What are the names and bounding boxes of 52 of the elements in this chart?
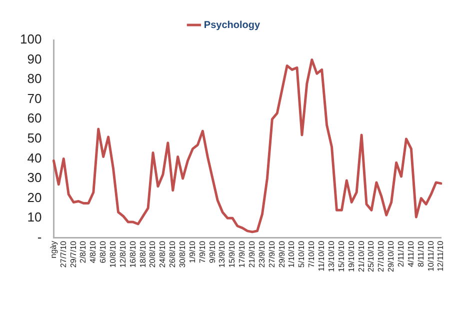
y-tick-label: 10 xyxy=(27,210,42,225)
x-tick-label: 1/10/10 xyxy=(287,240,296,268)
x-tick-label: 4/11/10 xyxy=(406,240,416,267)
x-tick-label: 29/9/10 xyxy=(277,240,286,268)
x-tick-label: 7/10/10 xyxy=(307,240,316,268)
x-tick-label: 24/8/10 xyxy=(158,240,168,268)
x-tick-label: 1/9/10 xyxy=(188,240,197,264)
x-tick-label: 15/9/10 xyxy=(228,240,237,268)
x-tick-label: 23/9/10 xyxy=(257,240,266,268)
x-tick-label: 27/10/10 xyxy=(376,240,386,272)
x-tick-label: 12/8/10 xyxy=(118,240,128,268)
y-tick-label: 20 xyxy=(27,190,42,205)
x-tick-label: 18/8/10 xyxy=(138,240,148,268)
x-tick-label: 29/7/10 xyxy=(68,240,78,268)
x-tick-label: 19/10/10 xyxy=(346,240,356,272)
x-tick-label: 26/8/10 xyxy=(168,240,178,268)
y-tick-label: 50 xyxy=(27,130,42,146)
x-tick-label: 2/8/10 xyxy=(78,240,88,264)
x-tick-label: 13/10/10 xyxy=(326,240,336,272)
x-tick-label: 10/8/10 xyxy=(108,240,118,268)
x-tick-label: ngày xyxy=(48,240,58,258)
y-tick-label: 100 xyxy=(20,32,42,47)
x-tick-label: 27/9/10 xyxy=(267,240,276,268)
x-tick-label: 27/7/10 xyxy=(58,240,68,268)
x-tick-label: 11/10/10 xyxy=(317,240,326,272)
x-tick-label: 17/9/10 xyxy=(238,240,247,268)
x-tick-label: 12/11/10 xyxy=(436,240,446,272)
x-tick-label: 30/8/10 xyxy=(178,240,187,268)
x-tick-label: 13/9/10 xyxy=(218,240,227,268)
y-tick-label: 70 xyxy=(27,90,42,106)
y-tick-label: - xyxy=(37,229,42,244)
x-tick-label: 21/10/10 xyxy=(356,240,366,272)
x-tick-label: 6/8/10 xyxy=(98,240,108,264)
x-tick-label: 9/9/10 xyxy=(208,240,217,264)
legend-label: Psychology xyxy=(204,20,260,31)
x-tick-label: 16/8/10 xyxy=(128,240,138,268)
y-tick-label: 60 xyxy=(27,110,42,126)
y-tick-label: 90 xyxy=(27,51,42,66)
x-tick-label: 7/9/10 xyxy=(198,240,207,264)
y-tick-label: 40 xyxy=(27,150,42,166)
x-tick-label: 4/8/10 xyxy=(88,240,98,264)
x-tick-label: 8/11/10 xyxy=(416,240,426,267)
y-tick-label: 30 xyxy=(27,170,42,186)
x-tick-label: 20/8/10 xyxy=(148,240,158,268)
x-tick-label: 15/10/10 xyxy=(336,240,346,272)
x-tick-label: 29/10/10 xyxy=(386,240,396,272)
y-tick-label: 80 xyxy=(27,71,42,86)
x-tick-label: 5/10/10 xyxy=(297,240,306,268)
x-tick-label: 21/9/10 xyxy=(248,240,257,268)
x-tick-label: 25/10/10 xyxy=(366,240,376,272)
x-tick-label: 2/11/10 xyxy=(396,240,406,267)
x-tick-label: 10/11/10 xyxy=(426,240,436,272)
